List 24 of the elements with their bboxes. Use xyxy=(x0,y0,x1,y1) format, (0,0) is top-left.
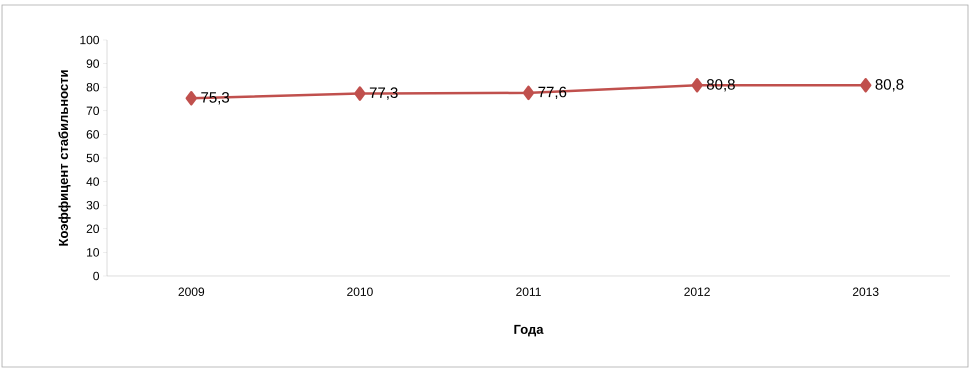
y-tick-label: 50 xyxy=(86,154,100,162)
data-label: 80,8 xyxy=(876,79,904,92)
x-tick-label: 2013 xyxy=(852,288,879,296)
x-tick-label: 2011 xyxy=(516,288,541,296)
point xyxy=(186,91,198,106)
point xyxy=(691,78,703,93)
x-axis-title: Года xyxy=(514,324,544,336)
point xyxy=(860,78,872,93)
y-axis-title: Коэффицент стабильности xyxy=(58,70,71,246)
y-tick-label: 90 xyxy=(86,59,100,68)
y-tick-label: 60 xyxy=(86,130,100,139)
y-tick-label: 70 xyxy=(86,106,100,116)
x-tick-label: 2010 xyxy=(347,288,373,296)
y-tick-label: 10 xyxy=(87,248,100,257)
y-tick-label: 20 xyxy=(86,224,100,234)
point xyxy=(522,86,534,100)
y-tick-label: 40 xyxy=(86,177,100,186)
point xyxy=(354,86,366,101)
x-tick-label: 2012 xyxy=(684,288,710,296)
x-tick-label: 2009 xyxy=(178,288,204,296)
y-tick-label: 100 xyxy=(80,36,100,44)
y-tick-label: 30 xyxy=(86,200,100,210)
y-tick-label: 0 xyxy=(93,272,100,280)
y-tick-label: 80 xyxy=(86,82,100,92)
